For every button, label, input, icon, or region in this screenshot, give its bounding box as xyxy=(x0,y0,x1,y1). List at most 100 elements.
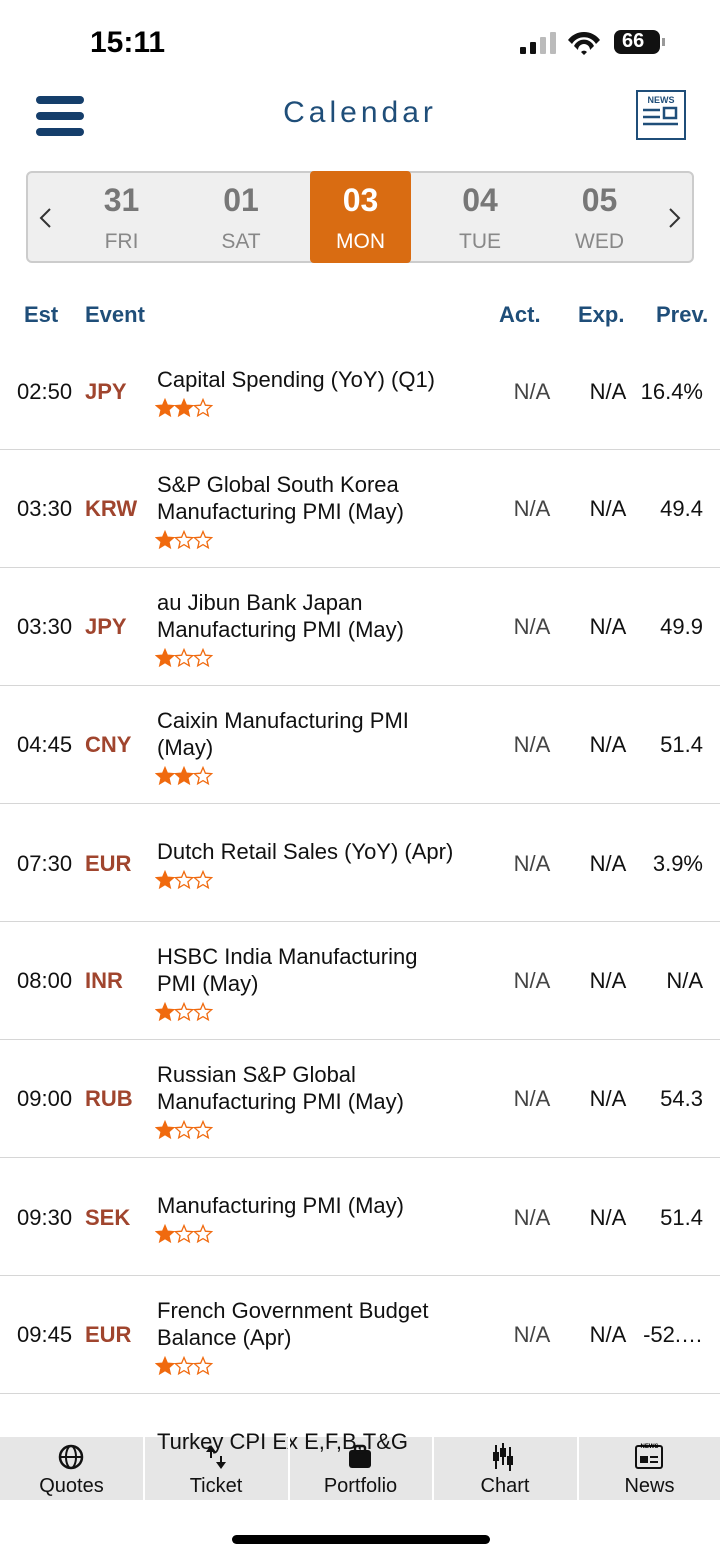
star xyxy=(155,870,176,890)
event-time: 07:30 xyxy=(17,851,73,876)
prev-arrow[interactable] xyxy=(39,208,51,228)
date-weekday[interactable]: SAT xyxy=(221,230,261,253)
date-day[interactable]: 03 xyxy=(342,182,379,218)
event-name[interactable]: Dutch Retail Sales (YoY) (Apr) xyxy=(157,839,454,864)
row-separator xyxy=(0,1157,720,1158)
currency: RUB xyxy=(85,1086,133,1111)
star xyxy=(192,398,214,418)
date-weekday[interactable]: TUE xyxy=(459,230,501,253)
event-name[interactable]: Manufacturing PMI (May) xyxy=(157,617,404,642)
star xyxy=(173,1356,195,1376)
date-weekday[interactable]: WED xyxy=(575,230,624,253)
row-separator xyxy=(0,1275,720,1276)
tab-label[interactable]: Chart xyxy=(480,1475,530,1497)
row-separator xyxy=(0,1039,720,1040)
tab-divider xyxy=(143,1437,145,1500)
tab[interactable] xyxy=(289,1437,432,1500)
date-day[interactable]: 31 xyxy=(103,182,140,218)
event-name[interactable]: Capital Spending (YoY) (Q1) xyxy=(157,367,436,392)
event-name[interactable]: Manufacturing PMI (May) xyxy=(157,1193,404,1218)
event-name[interactable]: Manufacturing PMI (May) xyxy=(157,1089,404,1114)
expected: N/A xyxy=(589,496,627,521)
tab-label[interactable]: Portfolio xyxy=(323,1475,398,1497)
row-separator xyxy=(0,1393,720,1394)
tab[interactable] xyxy=(434,1437,577,1500)
importance-stars xyxy=(155,870,214,890)
currency: EUR xyxy=(85,851,132,876)
actual: N/A xyxy=(513,379,551,404)
event-name[interactable]: au Jibun Bank Japan xyxy=(157,590,363,615)
event-name[interactable]: Russian S&P Global xyxy=(157,1062,356,1087)
home-indicator xyxy=(232,1535,490,1544)
star xyxy=(192,530,214,550)
news-button[interactable]: NEWS xyxy=(636,90,686,140)
star xyxy=(192,870,214,890)
importance-stars xyxy=(155,1356,214,1376)
tab[interactable] xyxy=(145,1437,288,1500)
event-name[interactable]: French Government Budget xyxy=(157,1298,429,1323)
event-name[interactable]: HSBC India Manufacturing xyxy=(157,944,418,969)
row-separator xyxy=(0,803,720,804)
tab[interactable] xyxy=(0,1437,143,1500)
row-separator xyxy=(0,449,720,450)
tab-icon xyxy=(492,1443,513,1471)
tab-label[interactable]: Quotes xyxy=(39,1475,104,1497)
star xyxy=(155,1224,176,1244)
date-weekday[interactable]: FRI xyxy=(104,230,139,253)
menu-button[interactable] xyxy=(36,96,84,138)
row-separator xyxy=(0,685,720,686)
event-name[interactable]: Manufacturing PMI (May) xyxy=(157,499,404,524)
currency: JPY xyxy=(85,614,127,639)
tab-divider xyxy=(432,1437,434,1500)
date-day[interactable]: 01 xyxy=(223,182,259,218)
star xyxy=(155,1002,176,1022)
row-separator xyxy=(0,567,720,568)
actual: N/A xyxy=(513,732,551,757)
event-name[interactable]: (May) xyxy=(157,735,214,760)
next-arrow[interactable] xyxy=(669,208,681,228)
date-weekday[interactable]: MON xyxy=(336,230,385,253)
previous: -52.… xyxy=(643,1322,703,1347)
col-est: Est xyxy=(24,302,59,327)
star xyxy=(173,766,195,786)
star xyxy=(155,530,176,550)
event-name[interactable]: S&P Global South Korea xyxy=(157,472,399,497)
previous: 3.9% xyxy=(652,851,703,876)
star xyxy=(155,648,176,668)
tab-icon-label: NEWS xyxy=(640,1444,659,1450)
tab[interactable] xyxy=(578,1437,720,1500)
tab-label[interactable]: Ticket xyxy=(189,1475,243,1497)
actual: N/A xyxy=(513,1205,551,1230)
status-time: 15:11 xyxy=(90,26,166,59)
actual: N/A xyxy=(513,614,551,639)
date-day[interactable]: 04 xyxy=(462,182,498,218)
previous: 51.4 xyxy=(660,1205,703,1230)
tab-icon xyxy=(58,1444,84,1470)
event-name[interactable]: Caixin Manufacturing PMI xyxy=(157,708,409,733)
importance-stars xyxy=(155,766,214,786)
star xyxy=(192,648,214,668)
date-day[interactable]: 05 xyxy=(581,182,618,218)
selected-date xyxy=(310,171,411,263)
tab-label[interactable]: News xyxy=(624,1475,675,1497)
star xyxy=(192,1002,214,1022)
expected: N/A xyxy=(589,1322,627,1347)
star xyxy=(192,1356,214,1376)
star xyxy=(155,766,176,786)
star xyxy=(173,398,195,418)
expected: N/A xyxy=(589,732,627,757)
actual: N/A xyxy=(513,851,551,876)
star xyxy=(173,1002,195,1022)
expected: N/A xyxy=(589,1086,627,1111)
event-time: 03:30 xyxy=(17,496,73,521)
event-name[interactable]: PMI (May) xyxy=(157,971,259,996)
currency: EUR xyxy=(85,1322,132,1347)
star xyxy=(192,1120,214,1140)
col-event: Event xyxy=(85,302,145,327)
event-time: 02:50 xyxy=(17,379,73,404)
previous: 51.4 xyxy=(660,732,703,757)
currency: JPY xyxy=(85,379,127,404)
tab-divider xyxy=(576,1437,579,1500)
event-name[interactable]: Balance (Apr) xyxy=(157,1325,292,1350)
